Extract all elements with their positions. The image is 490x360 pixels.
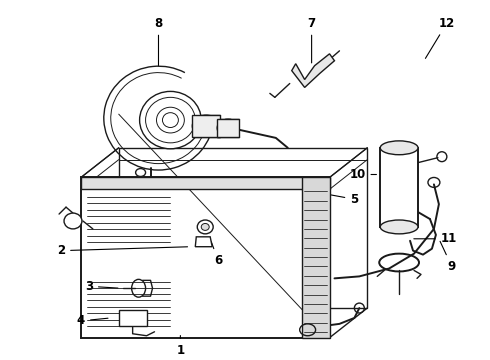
- Ellipse shape: [380, 220, 418, 234]
- Polygon shape: [81, 177, 329, 338]
- Text: 6: 6: [211, 242, 222, 267]
- Ellipse shape: [217, 119, 239, 137]
- Ellipse shape: [140, 91, 201, 149]
- Ellipse shape: [136, 168, 146, 176]
- Text: 8: 8: [154, 17, 163, 66]
- Ellipse shape: [380, 141, 418, 155]
- Polygon shape: [196, 237, 212, 247]
- Text: 3: 3: [85, 280, 118, 293]
- Polygon shape: [81, 177, 329, 189]
- Ellipse shape: [64, 213, 82, 229]
- Text: 12: 12: [425, 17, 455, 58]
- Text: 5: 5: [293, 188, 359, 206]
- Text: 1: 1: [176, 336, 184, 357]
- Polygon shape: [119, 310, 147, 326]
- Polygon shape: [192, 115, 220, 137]
- Text: 11: 11: [414, 232, 457, 245]
- Text: 10: 10: [349, 168, 376, 181]
- Ellipse shape: [192, 115, 220, 137]
- Polygon shape: [380, 148, 418, 227]
- Polygon shape: [302, 177, 329, 338]
- Polygon shape: [292, 54, 335, 87]
- Text: 4: 4: [77, 314, 108, 327]
- Polygon shape: [217, 119, 239, 137]
- Ellipse shape: [201, 224, 209, 230]
- Text: 7: 7: [308, 17, 316, 63]
- Text: 2: 2: [57, 244, 188, 257]
- Ellipse shape: [197, 220, 213, 234]
- Text: 9: 9: [440, 241, 456, 273]
